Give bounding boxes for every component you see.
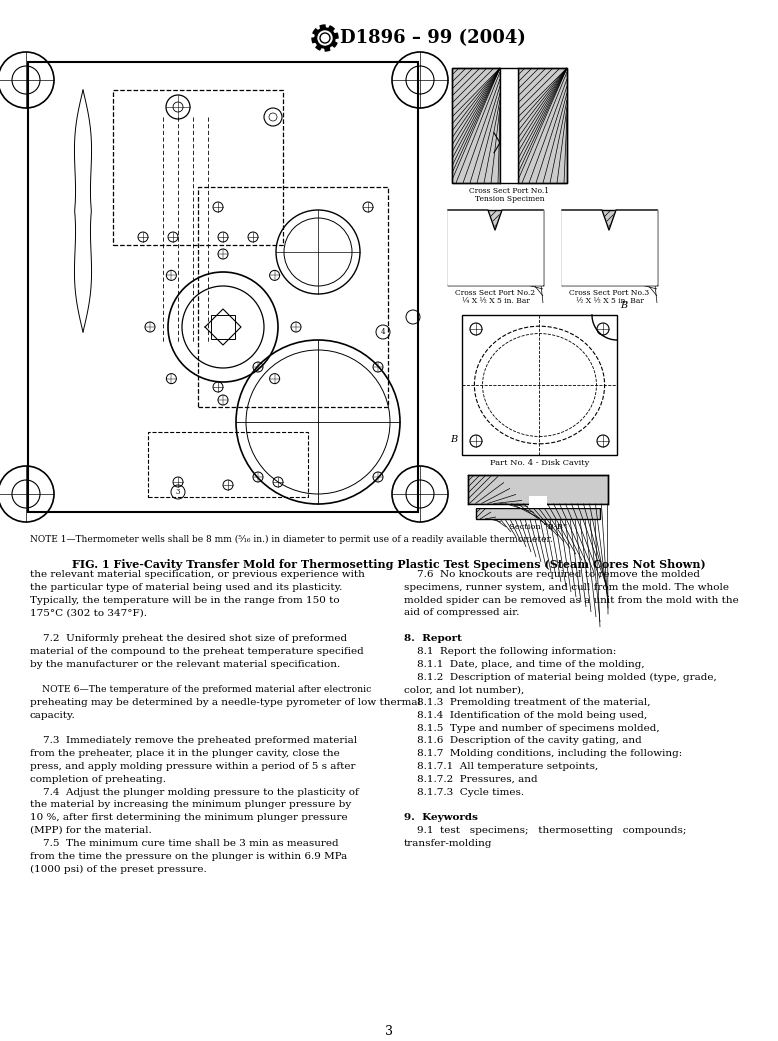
Text: capacity.: capacity. [30,711,75,719]
Bar [529,497,547,508]
Text: 7.3  Immediately remove the preheated preformed material: 7.3 Immediately remove the preheated pre… [30,736,357,745]
Text: (1000 psi) of the preset pressure.: (1000 psi) of the preset pressure. [30,864,207,873]
Text: 8.1.6  Description of the cavity gating, and: 8.1.6 Description of the cavity gating, … [404,736,642,745]
Text: 9.1  test   specimens;   thermosetting   compounds;: 9.1 test specimens; thermosetting compou… [404,826,686,835]
Bar [113,90,283,245]
Text: 8.1.3  Premolding treatment of the material,: 8.1.3 Premolding treatment of the materi… [404,699,650,707]
Text: preheating may be determined by a needle-type pyrometer of low thermal: preheating may be determined by a needle… [30,699,421,707]
Text: Tension Specimen: Tension Specimen [475,195,545,203]
Text: the particular type of material being used and its plasticity.: the particular type of material being us… [30,583,342,591]
Text: the relevant material specification, or previous experience with: the relevant material specification, or … [30,570,365,579]
Text: (MPP) for the material.: (MPP) for the material. [30,826,152,835]
Bar [468,504,608,508]
Text: Part No. 4 - Disk Cavity: Part No. 4 - Disk Cavity [490,459,589,467]
Text: 3: 3 [385,1025,393,1038]
Bar [500,68,518,183]
Text: 7.4  Adjust the plunger molding pressure to the plasticity of: 7.4 Adjust the plunger molding pressure … [30,788,359,796]
Text: 7.6  No knockouts are required to remove the molded: 7.6 No knockouts are required to remove … [404,570,700,579]
Text: 8.  Report: 8. Report [404,634,462,643]
Text: by the manufacturer or the relevant material specification.: by the manufacturer or the relevant mate… [30,660,340,668]
Text: material of the compound to the preheat temperature specified: material of the compound to the preheat … [30,646,364,656]
Text: Cross Sect Port No.1: Cross Sect Port No.1 [469,187,549,195]
Text: NOTE 6—The temperature of the preformed material after electronic: NOTE 6—The temperature of the preformed … [30,685,371,694]
Text: 7.2  Uniformly preheat the desired shot size of preformed: 7.2 Uniformly preheat the desired shot s… [30,634,347,643]
Text: 10 %, after first determining the minimum plunger pressure: 10 %, after first determining the minimu… [30,813,348,822]
Text: from the preheater, place it in the plunger cavity, close the: from the preheater, place it in the plun… [30,750,340,758]
Bar [28,62,418,512]
Text: from the time the pressure on the plunger is within 6.9 MPa: from the time the pressure on the plunge… [30,852,347,861]
Bar [148,432,308,497]
Text: 7.5  The minimum cure time shall be 3 min as measured: 7.5 The minimum cure time shall be 3 min… [30,839,338,847]
Text: ½ X ½ X 5 in. Bar: ½ X ½ X 5 in. Bar [576,297,643,305]
Bar [562,210,657,285]
Text: 175°C (302 to 347°F).: 175°C (302 to 347°F). [30,608,147,617]
Text: 8.1.1  Date, place, and time of the molding,: 8.1.1 Date, place, and time of the moldi… [404,660,645,668]
Text: completion of preheating.: completion of preheating. [30,775,166,784]
Text: the material by increasing the minimum plunger pressure by: the material by increasing the minimum p… [30,801,351,810]
Text: Section “B-B”: Section “B-B” [509,523,567,531]
Text: specimens, runner system, and cull from the mold. The whole: specimens, runner system, and cull from … [404,583,729,591]
Text: B: B [620,301,627,310]
Bar [476,508,600,519]
Text: 8.1.2  Description of material being molded (type, grade,: 8.1.2 Description of material being mold… [404,672,717,682]
Text: D1896 – 99 (2004): D1896 – 99 (2004) [340,29,526,47]
Polygon shape [448,210,543,285]
Text: 8.1.7  Molding conditions, including the following:: 8.1.7 Molding conditions, including the … [404,750,682,758]
Circle shape [318,31,332,45]
Text: Cross Sect Port No.3: Cross Sect Port No.3 [569,289,650,297]
Text: 8.1.5  Type and number of specimens molded,: 8.1.5 Type and number of specimens molde… [404,723,660,733]
Bar [452,68,567,183]
Bar [518,68,567,183]
Bar [468,475,608,504]
Text: FIG. 1 Five-Cavity Transfer Mold for Thermosetting Plastic Test Specimens (Steam: FIG. 1 Five-Cavity Transfer Mold for The… [72,559,706,570]
Text: 8.1.7.2  Pressures, and: 8.1.7.2 Pressures, and [404,775,538,784]
Bar [198,187,388,407]
Text: press, and apply molding pressure within a period of 5 s after: press, and apply molding pressure within… [30,762,356,771]
Text: 4: 4 [380,328,385,336]
Bar [452,68,500,183]
Text: 8.1.7.3  Cycle times.: 8.1.7.3 Cycle times. [404,788,524,796]
Text: 9.  Keywords: 9. Keywords [404,813,478,822]
Bar [462,315,617,455]
Text: 3: 3 [176,488,180,496]
Text: Typically, the temperature will be in the range from 150 to: Typically, the temperature will be in th… [30,595,340,605]
Text: NOTE 1—Thermometer wells shall be 8 mm (⁵⁄₁₆ in.) in diameter to permit use of a: NOTE 1—Thermometer wells shall be 8 mm (… [30,535,552,544]
Text: 8.1  Report the following information:: 8.1 Report the following information: [404,646,616,656]
Polygon shape [312,25,338,51]
Text: molded spider can be removed as a unit from the mold with the: molded spider can be removed as a unit f… [404,595,739,605]
Text: Cross Sect Port No.2: Cross Sect Port No.2 [455,289,535,297]
Text: 8.1.4  Identification of the mold being used,: 8.1.4 Identification of the mold being u… [404,711,647,719]
Text: transfer-molding: transfer-molding [404,839,492,847]
Text: B: B [450,435,457,445]
Text: aid of compressed air.: aid of compressed air. [404,608,520,617]
Text: color, and lot number),: color, and lot number), [404,685,524,694]
Text: 8.1.7.1  All temperature setpoints,: 8.1.7.1 All temperature setpoints, [404,762,598,771]
Polygon shape [562,210,657,285]
Text: ¼ X ½ X 5 in. Bar: ¼ X ½ X 5 in. Bar [461,297,530,305]
Bar [448,210,543,285]
